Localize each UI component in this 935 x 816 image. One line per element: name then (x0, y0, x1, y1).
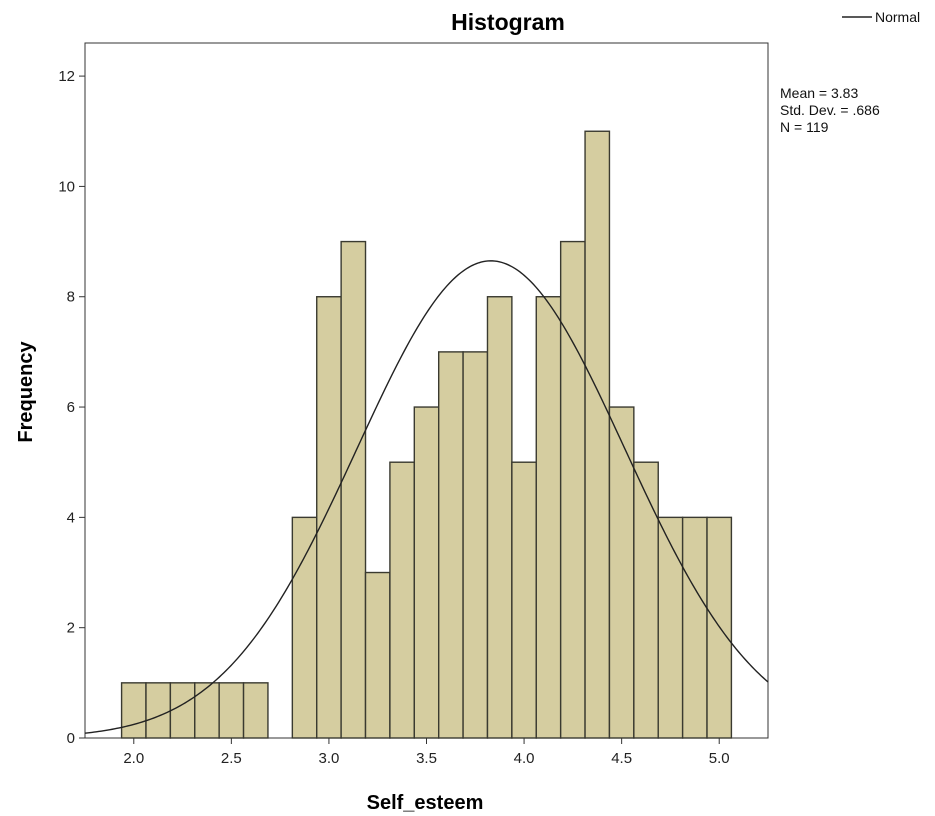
histogram-bar (657, 516, 684, 739)
legend: Normal (842, 9, 920, 25)
histogram-bar (145, 682, 172, 739)
histogram-bar (681, 516, 708, 739)
histogram-bar (291, 516, 318, 739)
histogram-bar (120, 682, 147, 739)
x-axis-title: Self_esteem (367, 792, 484, 814)
x-axis-ticks: 2.0 2.5 3.0 3.5 4.0 4.5 5.0 (123, 738, 730, 767)
histogram-bar (608, 406, 635, 739)
histogram-bar (413, 406, 440, 739)
histogram-bar (511, 461, 537, 739)
histogram-bar (535, 296, 562, 739)
x-tick-label: 3.0 (318, 750, 339, 767)
histogram-bar (316, 296, 342, 739)
stats-n: N = 119 (780, 119, 829, 135)
histogram-bar (218, 682, 245, 739)
x-tick-label: 4.0 (514, 750, 535, 767)
histogram-bar (340, 240, 367, 739)
histogram-bar (169, 682, 196, 739)
histogram-bar (486, 296, 513, 739)
histogram-bar (242, 682, 269, 739)
y-tick-label: 2 (67, 620, 75, 637)
histogram-bar (584, 130, 611, 739)
stats-box: Mean = 3.83 Std. Dev. = .686 N = 119 (780, 85, 880, 135)
chart-title: Histogram (451, 9, 565, 35)
legend-label-normal: Normal (875, 9, 920, 25)
x-tick-label: 5.0 (709, 750, 730, 767)
normal-curve (84, 260, 769, 734)
histogram-bar (389, 461, 416, 739)
stats-mean: Mean = 3.83 (780, 85, 858, 101)
histogram-bar (559, 240, 586, 739)
histogram-bar (364, 571, 391, 739)
y-tick-label: 12 (58, 68, 75, 85)
x-tick-label: 3.5 (416, 750, 437, 767)
histogram-bar (462, 351, 489, 739)
histogram-bar (633, 461, 659, 739)
histogram-bar (437, 351, 464, 739)
stats-std-dev: Std. Dev. = .686 (780, 102, 880, 118)
x-tick-label: 2.0 (123, 750, 144, 767)
bars-group (120, 130, 733, 739)
x-tick-label: 4.5 (611, 750, 632, 767)
y-axis-title: Frequency (15, 341, 37, 443)
y-tick-label: 0 (67, 730, 75, 747)
y-tick-label: 6 (67, 399, 75, 416)
x-tick-label: 2.5 (221, 750, 242, 767)
y-tick-label: 4 (67, 509, 75, 526)
y-tick-label: 8 (67, 289, 75, 306)
y-tick-label: 10 (58, 178, 75, 195)
histogram-bar (194, 682, 220, 739)
y-axis-ticks: 0 2 4 6 8 10 12 (58, 68, 85, 747)
